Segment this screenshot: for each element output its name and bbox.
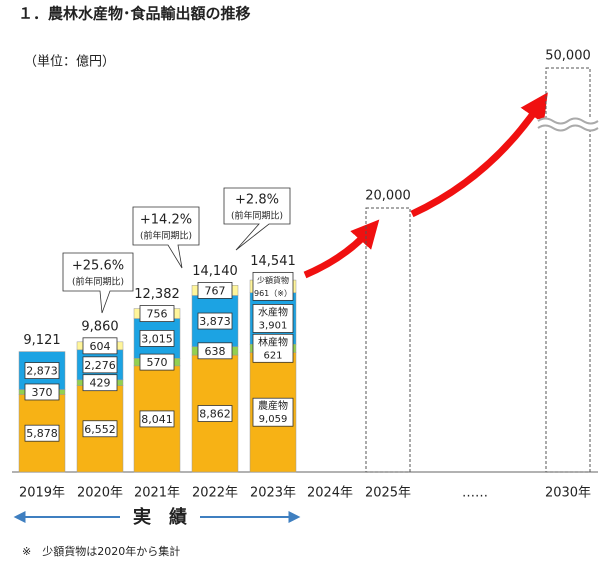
label-box bbox=[252, 397, 294, 427]
target-box bbox=[365, 207, 411, 473]
annotation: +25.6% bbox=[72, 259, 124, 274]
data-label: 3,015 bbox=[141, 332, 173, 345]
label-box bbox=[197, 312, 233, 330]
annotation-note: (前年同期比) bbox=[140, 230, 192, 242]
chart-title: １．農林水産物･食品輸出額の推移 bbox=[18, 5, 251, 23]
data-label: 621 bbox=[263, 350, 282, 361]
label-box bbox=[139, 330, 175, 347]
data-label: 3,873 bbox=[199, 315, 231, 328]
growth-arrow bbox=[303, 219, 380, 279]
legend-label: 水産物 bbox=[258, 305, 288, 318]
annotation-note: (前年同期比) bbox=[72, 276, 124, 288]
total-label: 12,382 bbox=[134, 287, 180, 302]
data-label: 638 bbox=[205, 345, 226, 358]
data-label: 6,552 bbox=[84, 423, 116, 436]
x-tick-label: …… bbox=[462, 486, 488, 501]
label-box bbox=[82, 374, 118, 392]
data-label: 756 bbox=[147, 308, 168, 321]
label-box bbox=[197, 282, 233, 299]
x-tick-label: 2025年 bbox=[365, 486, 411, 501]
label-box bbox=[24, 383, 60, 401]
data-label: 8,041 bbox=[141, 413, 173, 426]
x-tick-label: 2024年 bbox=[307, 486, 353, 501]
data-label: 570 bbox=[147, 356, 168, 369]
label-box bbox=[139, 410, 175, 428]
label-box bbox=[139, 353, 175, 371]
label-box bbox=[139, 305, 175, 322]
axis-break bbox=[537, 124, 599, 132]
data-label: 429 bbox=[90, 377, 111, 390]
period-label-bg bbox=[120, 506, 200, 528]
target-box bbox=[545, 67, 591, 473]
label-box bbox=[197, 405, 233, 422]
x-tick-label: 2021年 bbox=[134, 486, 180, 501]
total-label: 9,860 bbox=[81, 319, 118, 334]
annotation: +14.2% bbox=[140, 213, 192, 228]
label-box bbox=[197, 342, 233, 360]
total-label: 14,140 bbox=[192, 264, 238, 279]
target-label: 50,000 bbox=[545, 49, 591, 64]
label-box bbox=[82, 420, 118, 438]
data-label: 604 bbox=[90, 340, 111, 353]
unit-label: （単位：億円） bbox=[24, 54, 115, 70]
x-tick-label: 2023年 bbox=[250, 486, 296, 501]
data-label: 3,901 bbox=[259, 320, 288, 331]
x-tick-label: 2030年 bbox=[545, 486, 591, 501]
data-label: 2,873 bbox=[26, 365, 58, 378]
data-label: 2,276 bbox=[84, 359, 116, 372]
callout bbox=[223, 187, 291, 251]
axis-break bbox=[537, 117, 599, 125]
annotation-note: (前年同期比) bbox=[231, 210, 283, 222]
data-label: 9,059 bbox=[259, 414, 288, 425]
data-label: 370 bbox=[32, 386, 53, 399]
legend-label: 少額貨物 bbox=[257, 275, 289, 285]
target-label: 20,000 bbox=[365, 189, 411, 204]
label-box bbox=[252, 333, 294, 363]
total-label: 14,541 bbox=[250, 254, 296, 269]
data-label: 961（※） bbox=[254, 289, 292, 298]
data-label: 5,878 bbox=[26, 427, 58, 440]
callout bbox=[132, 206, 200, 269]
label-box bbox=[252, 271, 294, 301]
legend-label: 農産物 bbox=[258, 399, 288, 412]
total-label: 9,121 bbox=[23, 333, 60, 348]
growth-arrow bbox=[410, 92, 548, 218]
footnote: ※ 少額貨物は2020年から集計 bbox=[22, 544, 180, 558]
x-tick-label: 2019年 bbox=[19, 486, 65, 501]
label-box bbox=[82, 337, 118, 355]
data-label: 8,862 bbox=[199, 408, 231, 421]
label-box bbox=[24, 424, 60, 442]
callout bbox=[62, 252, 134, 314]
period-label: 実 績 bbox=[133, 506, 187, 528]
label-box bbox=[82, 356, 118, 374]
label-box bbox=[24, 362, 60, 379]
x-tick-label: 2022年 bbox=[192, 486, 238, 501]
x-tick-label: 2020年 bbox=[77, 486, 123, 501]
legend-label: 林産物 bbox=[258, 335, 288, 348]
label-box bbox=[252, 304, 294, 333]
data-label: 767 bbox=[205, 284, 226, 297]
annotation: +2.8% bbox=[235, 193, 279, 208]
